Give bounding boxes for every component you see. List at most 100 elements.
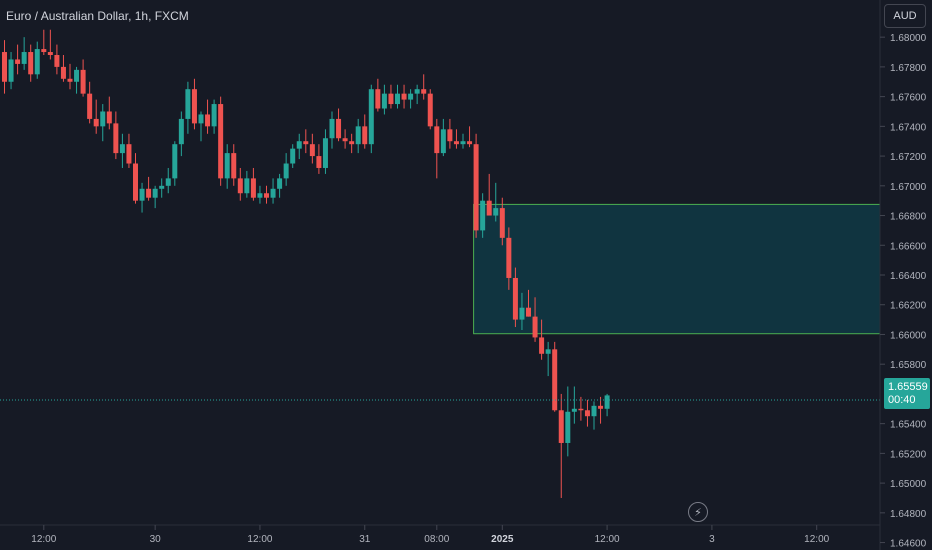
candle-body (290, 148, 296, 164)
candle-body (408, 93, 414, 100)
candle (499, 197, 505, 246)
time-tick-label: 3 (709, 534, 715, 545)
candle (15, 44, 21, 75)
price-tick-label: 1.66600 (890, 241, 927, 252)
candle-body (375, 89, 381, 109)
candle (277, 173, 283, 198)
candle-body (604, 395, 610, 409)
time-axis[interactable]: 12:00 30 12:00 31 08:00 2025 12:00 3 12:00 (31, 525, 830, 545)
candle (539, 319, 545, 360)
candle-body (172, 144, 178, 179)
price-tick-label: 1.68000 (890, 33, 927, 44)
candle-body (54, 55, 60, 67)
candle (119, 133, 125, 168)
time-tick-label: 2025 (491, 534, 514, 545)
candle (467, 126, 473, 148)
candle-body (67, 78, 73, 82)
candle (80, 59, 86, 97)
candle (211, 99, 217, 134)
time-tick-label: 30 (150, 534, 162, 545)
candle-body (47, 52, 53, 55)
candle (303, 129, 309, 154)
candle-body (224, 153, 230, 179)
candle-body (106, 111, 112, 124)
candle (47, 29, 53, 60)
currency-button[interactable]: AUD (884, 4, 926, 28)
candle (336, 108, 342, 142)
candle-body (473, 144, 479, 231)
candle-body (41, 49, 47, 53)
candle (185, 81, 191, 134)
price-tick-label: 1.64800 (890, 509, 927, 520)
price-tick-label: 1.66000 (890, 330, 927, 341)
price-tick-label: 1.65400 (890, 420, 927, 431)
candle (578, 396, 584, 421)
candle-body (401, 93, 407, 100)
candle (2, 40, 7, 94)
candle-body (342, 138, 348, 142)
candle (349, 133, 355, 154)
price-tick-label: 1.67200 (890, 152, 927, 163)
candle (133, 153, 138, 204)
candle (270, 178, 276, 204)
candle (113, 111, 119, 160)
candle-body (539, 337, 545, 354)
candle (434, 118, 440, 179)
candle-body (381, 93, 387, 109)
candle (283, 153, 289, 186)
candle-body (165, 178, 171, 186)
candle-body (526, 307, 531, 317)
candle-body (139, 188, 145, 201)
time-tick-label: 12:00 (247, 534, 272, 545)
candle (198, 111, 204, 142)
candle-body (571, 408, 577, 412)
time-tick-label: 31 (359, 534, 371, 545)
candle-body (185, 89, 191, 119)
candle-body (355, 126, 361, 145)
candle-body (486, 200, 492, 216)
candle (395, 84, 400, 109)
candle (552, 341, 558, 412)
candle-body (205, 114, 211, 127)
candle-body (28, 52, 34, 75)
demand-zone-layer (473, 203, 881, 335)
lightning-icon[interactable]: ⚡︎ (688, 502, 708, 522)
candle-body (250, 178, 256, 198)
candle-body (598, 405, 604, 409)
candle-body (414, 89, 420, 94)
candle-body (421, 89, 427, 94)
candle-body (388, 93, 394, 105)
candle-body (257, 193, 263, 198)
candle-body (584, 410, 590, 417)
candle-body (506, 237, 512, 278)
candle-body (591, 405, 597, 417)
candle-body (231, 153, 237, 179)
candle (152, 185, 158, 209)
price-tick-label: 1.67400 (890, 122, 927, 133)
candle-body (198, 114, 204, 124)
candle-body (303, 141, 309, 145)
candle (460, 133, 466, 149)
candle-body (467, 141, 473, 145)
candle (486, 173, 492, 216)
candle-body (191, 89, 197, 124)
candle (447, 118, 453, 149)
candle (506, 227, 512, 290)
time-tick-label: 12:00 (804, 534, 829, 545)
candle (571, 386, 577, 424)
candle-body (74, 69, 80, 82)
candle (414, 84, 420, 105)
candle-body (545, 349, 551, 354)
candle-body (218, 104, 224, 179)
candle-body (178, 118, 184, 145)
price-tick-label: 1.67800 (890, 63, 927, 74)
candle-body (434, 126, 440, 154)
demand-zone-rect[interactable] (473, 203, 881, 335)
candle-body (152, 188, 158, 198)
candle (493, 182, 499, 222)
candle (316, 144, 322, 174)
candle-body (309, 144, 315, 157)
price-axis[interactable]: 1.68000 1.67800 1.67600 1.67400 1.67200 1.670… (880, 33, 927, 550)
candle (453, 129, 459, 149)
